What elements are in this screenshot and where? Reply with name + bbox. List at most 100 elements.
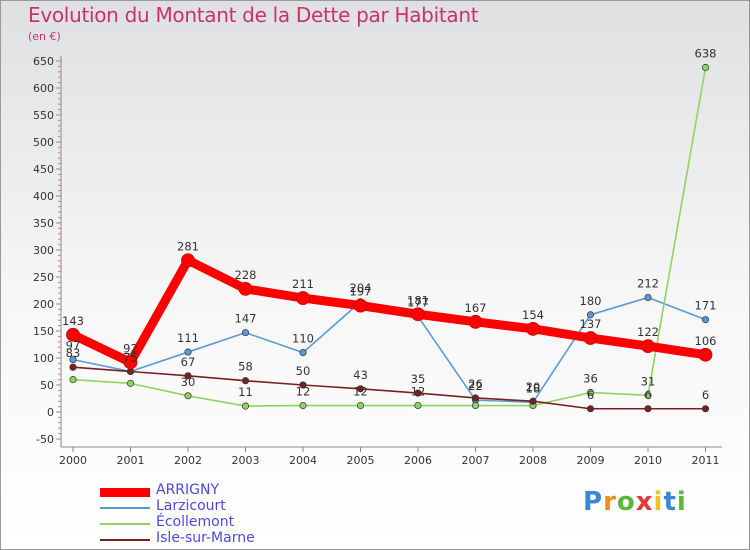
x-tick-label: 2002 bbox=[174, 454, 202, 467]
legend-swatch bbox=[100, 539, 150, 541]
data-point bbox=[471, 401, 480, 410]
data-label: 75 bbox=[123, 351, 138, 365]
x-tick-label: 2006 bbox=[404, 454, 432, 467]
data-point bbox=[698, 347, 713, 362]
data-point bbox=[184, 392, 192, 400]
legend-swatch bbox=[100, 487, 150, 497]
data-label: 638 bbox=[695, 46, 717, 60]
data-label: 12 bbox=[411, 385, 426, 399]
y-tick-label: 250 bbox=[33, 271, 54, 284]
data-point bbox=[586, 405, 595, 413]
x-tick-label: 2008 bbox=[519, 454, 547, 467]
data-label: 6 bbox=[644, 388, 651, 402]
y-tick-label: 550 bbox=[33, 109, 54, 122]
data-label: 204 bbox=[350, 281, 372, 295]
x-tick-label: 2005 bbox=[347, 454, 375, 467]
y-tick-label: 100 bbox=[33, 352, 54, 365]
data-point bbox=[701, 63, 710, 72]
logo-letter: x bbox=[635, 487, 654, 517]
legend-label: Larzicourt bbox=[156, 498, 226, 514]
data-label: 11 bbox=[238, 385, 253, 399]
data-label: 143 bbox=[62, 314, 84, 328]
logo-letter: t bbox=[663, 487, 677, 517]
data-label: 171 bbox=[695, 299, 717, 313]
data-label: 18 bbox=[526, 381, 541, 395]
data-label: 67 bbox=[181, 355, 196, 369]
data-label: 36 bbox=[583, 372, 598, 386]
legend-swatch bbox=[100, 523, 150, 525]
legend-label: Écollemont bbox=[156, 514, 235, 530]
x-tick-label: 2004 bbox=[289, 454, 317, 467]
data-point bbox=[69, 376, 77, 384]
data-point bbox=[353, 298, 368, 313]
data-point bbox=[641, 339, 655, 354]
data-label: 167 bbox=[465, 301, 487, 315]
x-tick-label: 2011 bbox=[692, 454, 720, 467]
data-label: 43 bbox=[353, 368, 368, 382]
data-point bbox=[583, 331, 598, 345]
data-label: 35 bbox=[411, 372, 426, 386]
data-point bbox=[296, 291, 310, 305]
data-label: 6 bbox=[702, 388, 709, 402]
y-tick-label: 50 bbox=[40, 379, 54, 392]
data-point bbox=[701, 316, 710, 324]
data-label: 147 bbox=[235, 312, 257, 326]
data-point bbox=[299, 381, 307, 389]
data-point bbox=[414, 389, 422, 397]
data-label: 30 bbox=[181, 375, 196, 389]
data-label: 211 bbox=[292, 277, 314, 291]
data-label: 212 bbox=[637, 277, 659, 291]
data-label: 181 bbox=[407, 293, 429, 307]
data-label: 137 bbox=[580, 317, 602, 331]
y-tick-label: 500 bbox=[33, 136, 54, 149]
data-point bbox=[126, 379, 135, 387]
data-point bbox=[644, 405, 652, 413]
data-point bbox=[299, 401, 307, 410]
data-point bbox=[184, 348, 192, 356]
logo-letter: P bbox=[583, 487, 604, 517]
data-point bbox=[411, 307, 425, 322]
data-point bbox=[184, 372, 192, 380]
data-point bbox=[586, 311, 595, 319]
data-label: 111 bbox=[177, 331, 199, 345]
data-label: 31 bbox=[641, 374, 656, 388]
series-line-arrigny bbox=[68, 255, 710, 367]
data-label: 12 bbox=[296, 385, 311, 399]
y-tick-label: 350 bbox=[33, 217, 54, 230]
logo-letter: r bbox=[603, 487, 617, 517]
y-tick-label: 400 bbox=[33, 190, 54, 203]
data-label: 281 bbox=[177, 239, 199, 253]
y-tick-label: 0 bbox=[47, 406, 54, 419]
data-label: 110 bbox=[292, 332, 314, 346]
data-point bbox=[526, 321, 540, 336]
data-label: 20 bbox=[526, 380, 541, 394]
proxiti-logo: Proxiti bbox=[583, 487, 687, 517]
data-point bbox=[356, 401, 365, 410]
data-label: 106 bbox=[695, 334, 717, 348]
data-label: 12 bbox=[353, 385, 368, 399]
data-label: 22 bbox=[468, 379, 483, 393]
data-label: 50 bbox=[296, 364, 311, 378]
chart-title: Evolution du Montant de la Dette par Hab… bbox=[28, 3, 479, 27]
data-label: 75 bbox=[123, 351, 138, 365]
logo-letter: i bbox=[676, 487, 687, 517]
data-point bbox=[586, 389, 595, 397]
data-point bbox=[468, 314, 483, 329]
data-label: 197 bbox=[350, 285, 372, 299]
series-line-isle-sur-marne bbox=[72, 366, 707, 410]
data-point bbox=[241, 377, 250, 385]
data-point bbox=[644, 391, 652, 399]
data-label: 6 bbox=[587, 388, 594, 402]
legend-label: Isle-sur-Marne bbox=[156, 530, 255, 546]
data-label: 180 bbox=[580, 294, 602, 308]
data-point bbox=[69, 363, 77, 371]
x-tick-label: 2007 bbox=[462, 454, 490, 467]
y-tick-label: 300 bbox=[33, 244, 54, 257]
y-tick-label: 600 bbox=[33, 82, 54, 95]
data-point bbox=[181, 253, 195, 268]
data-point bbox=[238, 281, 253, 296]
data-point bbox=[69, 356, 77, 364]
data-point bbox=[126, 367, 135, 376]
